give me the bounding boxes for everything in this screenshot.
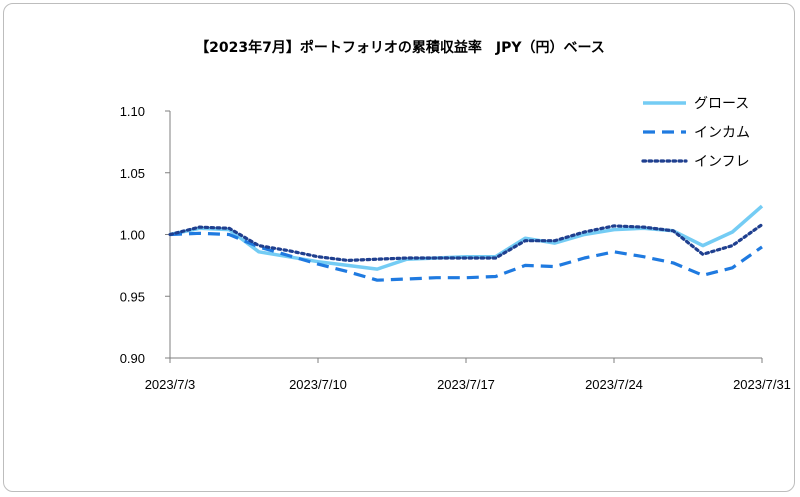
legend-label: グロース <box>694 96 749 112</box>
y-tick-label: 1.10 <box>120 104 145 119</box>
chart-title: 【2023年7月】ポートフォリオの累積収益率 JPY（円）ベース <box>195 39 605 56</box>
y-tick-label: 0.90 <box>120 351 145 366</box>
y-tick-label: 1.00 <box>120 228 145 243</box>
chart-frame <box>3 3 795 492</box>
legend-label: インフレ <box>694 154 750 170</box>
series-line-dotted <box>168 223 764 262</box>
x-tick-label: 2023/7/24 <box>585 377 643 392</box>
x-tick-label: 2023/7/3 <box>145 377 196 392</box>
x-tick-label: 2023/7/10 <box>289 377 347 392</box>
plot-area <box>168 204 764 282</box>
x-tick-label: 2023/7/17 <box>437 377 495 392</box>
series-line-dashed <box>169 231 763 282</box>
y-tick-label: 1.05 <box>120 166 145 181</box>
x-tick-label: 2023/7/31 <box>733 377 791 392</box>
series-line-solid <box>169 204 764 271</box>
legend-label: インカム <box>694 125 750 141</box>
y-tick-label: 0.95 <box>120 289 145 304</box>
